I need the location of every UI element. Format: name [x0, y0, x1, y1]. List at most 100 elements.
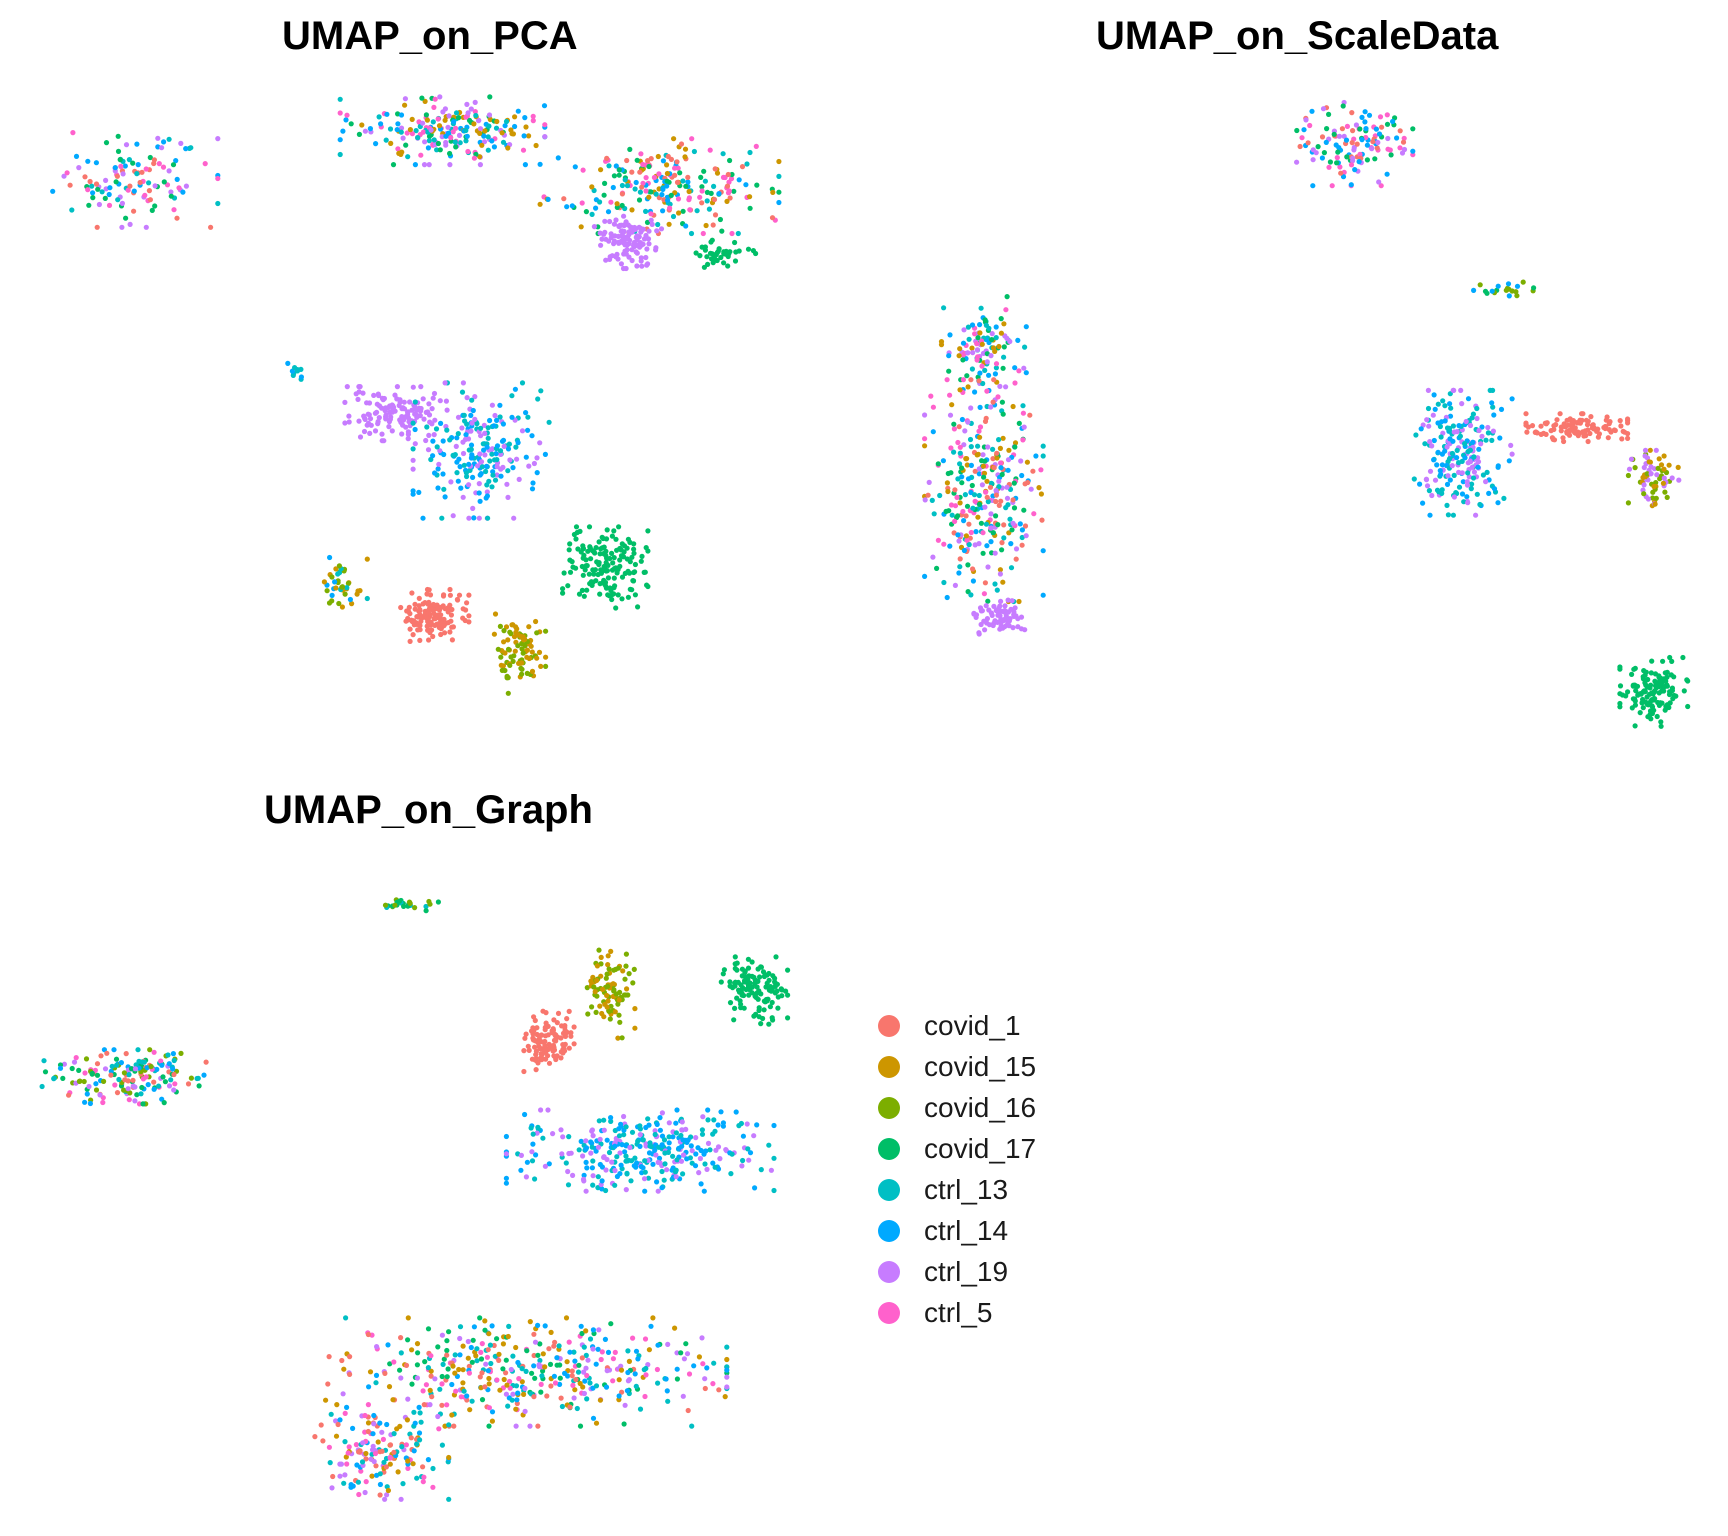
data-point	[1362, 109, 1368, 115]
data-point	[490, 472, 496, 478]
data-point	[648, 217, 654, 223]
data-point	[661, 1177, 667, 1183]
data-point	[337, 1473, 343, 1479]
data-point	[991, 603, 997, 609]
data-point	[132, 1066, 139, 1072]
data-point	[326, 1354, 332, 1360]
data-point	[1307, 122, 1313, 129]
data-point	[1565, 428, 1571, 434]
data-point	[724, 1356, 730, 1363]
data-point	[409, 131, 415, 137]
data-point	[435, 140, 441, 147]
data-point	[420, 1479, 426, 1485]
data-point	[951, 449, 957, 455]
data-point	[1439, 451, 1445, 457]
data-point	[594, 963, 601, 969]
data-point	[673, 1167, 679, 1173]
data-point	[408, 1435, 414, 1441]
data-point	[952, 503, 959, 509]
data-point	[1390, 118, 1396, 125]
data-point	[126, 157, 132, 163]
data-point	[621, 554, 627, 560]
data-point	[178, 1050, 184, 1056]
data-point	[639, 184, 645, 190]
data-point	[996, 478, 1002, 484]
data-point	[356, 131, 362, 137]
data-point	[372, 428, 379, 434]
data-point	[1013, 546, 1020, 552]
data-point	[970, 505, 976, 511]
data-point	[354, 1462, 360, 1468]
data-point	[535, 396, 541, 402]
data-point	[429, 1394, 435, 1400]
data-point	[935, 537, 941, 543]
data-point	[383, 412, 389, 418]
data-point	[603, 257, 609, 263]
data-point	[637, 169, 643, 175]
data-point	[290, 372, 296, 378]
data-point	[670, 1134, 676, 1140]
data-point	[712, 166, 718, 172]
data-point	[1477, 282, 1483, 288]
data-point	[539, 1373, 545, 1379]
data-point	[470, 407, 476, 414]
data-point	[619, 1035, 625, 1041]
data-point	[964, 373, 970, 379]
data-point	[1013, 556, 1019, 562]
data-point	[593, 205, 599, 211]
data-point	[1319, 134, 1326, 140]
data-point	[82, 1099, 88, 1105]
data-point	[1000, 579, 1006, 585]
data-point	[430, 119, 436, 125]
data-point	[554, 1362, 560, 1368]
data-point	[416, 603, 422, 609]
data-point	[682, 154, 688, 160]
data-point	[433, 426, 440, 432]
data-point	[521, 133, 527, 139]
data-point	[106, 202, 113, 208]
data-point	[134, 141, 140, 147]
data-point	[608, 948, 614, 954]
data-point	[431, 432, 437, 438]
data-point	[732, 1005, 738, 1011]
data-point	[587, 544, 593, 550]
data-point	[646, 163, 652, 170]
data-point	[446, 1422, 452, 1428]
data-point	[1430, 412, 1436, 418]
data-point	[427, 901, 433, 907]
data-point	[1334, 160, 1340, 166]
data-point	[956, 538, 962, 544]
data-point	[602, 218, 608, 224]
data-point	[1471, 469, 1477, 475]
data-point	[1444, 481, 1451, 487]
data-point	[1028, 486, 1034, 492]
legend-label: ctrl_14	[924, 1214, 1009, 1246]
data-point	[960, 357, 966, 363]
legend-item: covid_16	[878, 1087, 1036, 1128]
data-point	[1033, 453, 1039, 459]
data-point	[470, 1337, 476, 1343]
data-point	[143, 224, 149, 230]
data-point	[115, 148, 122, 154]
data-point	[558, 1395, 564, 1401]
data-point	[1469, 481, 1475, 487]
data-point	[718, 979, 724, 985]
data-point	[1001, 354, 1007, 360]
data-point	[952, 518, 958, 524]
data-point	[968, 377, 974, 383]
data-point	[646, 1122, 652, 1128]
data-point	[580, 167, 586, 173]
data-point	[1010, 625, 1016, 631]
data-point	[441, 486, 447, 492]
legend-item: ctrl_19	[878, 1251, 1036, 1292]
data-point	[387, 1455, 393, 1461]
data-point	[660, 186, 666, 192]
data-point	[954, 494, 960, 500]
data-point	[955, 476, 961, 482]
data-point	[698, 1147, 704, 1154]
data-point	[376, 114, 382, 120]
data-point	[632, 592, 639, 598]
data-point	[452, 1352, 458, 1358]
data-point	[1619, 692, 1626, 698]
data-point	[510, 465, 516, 471]
